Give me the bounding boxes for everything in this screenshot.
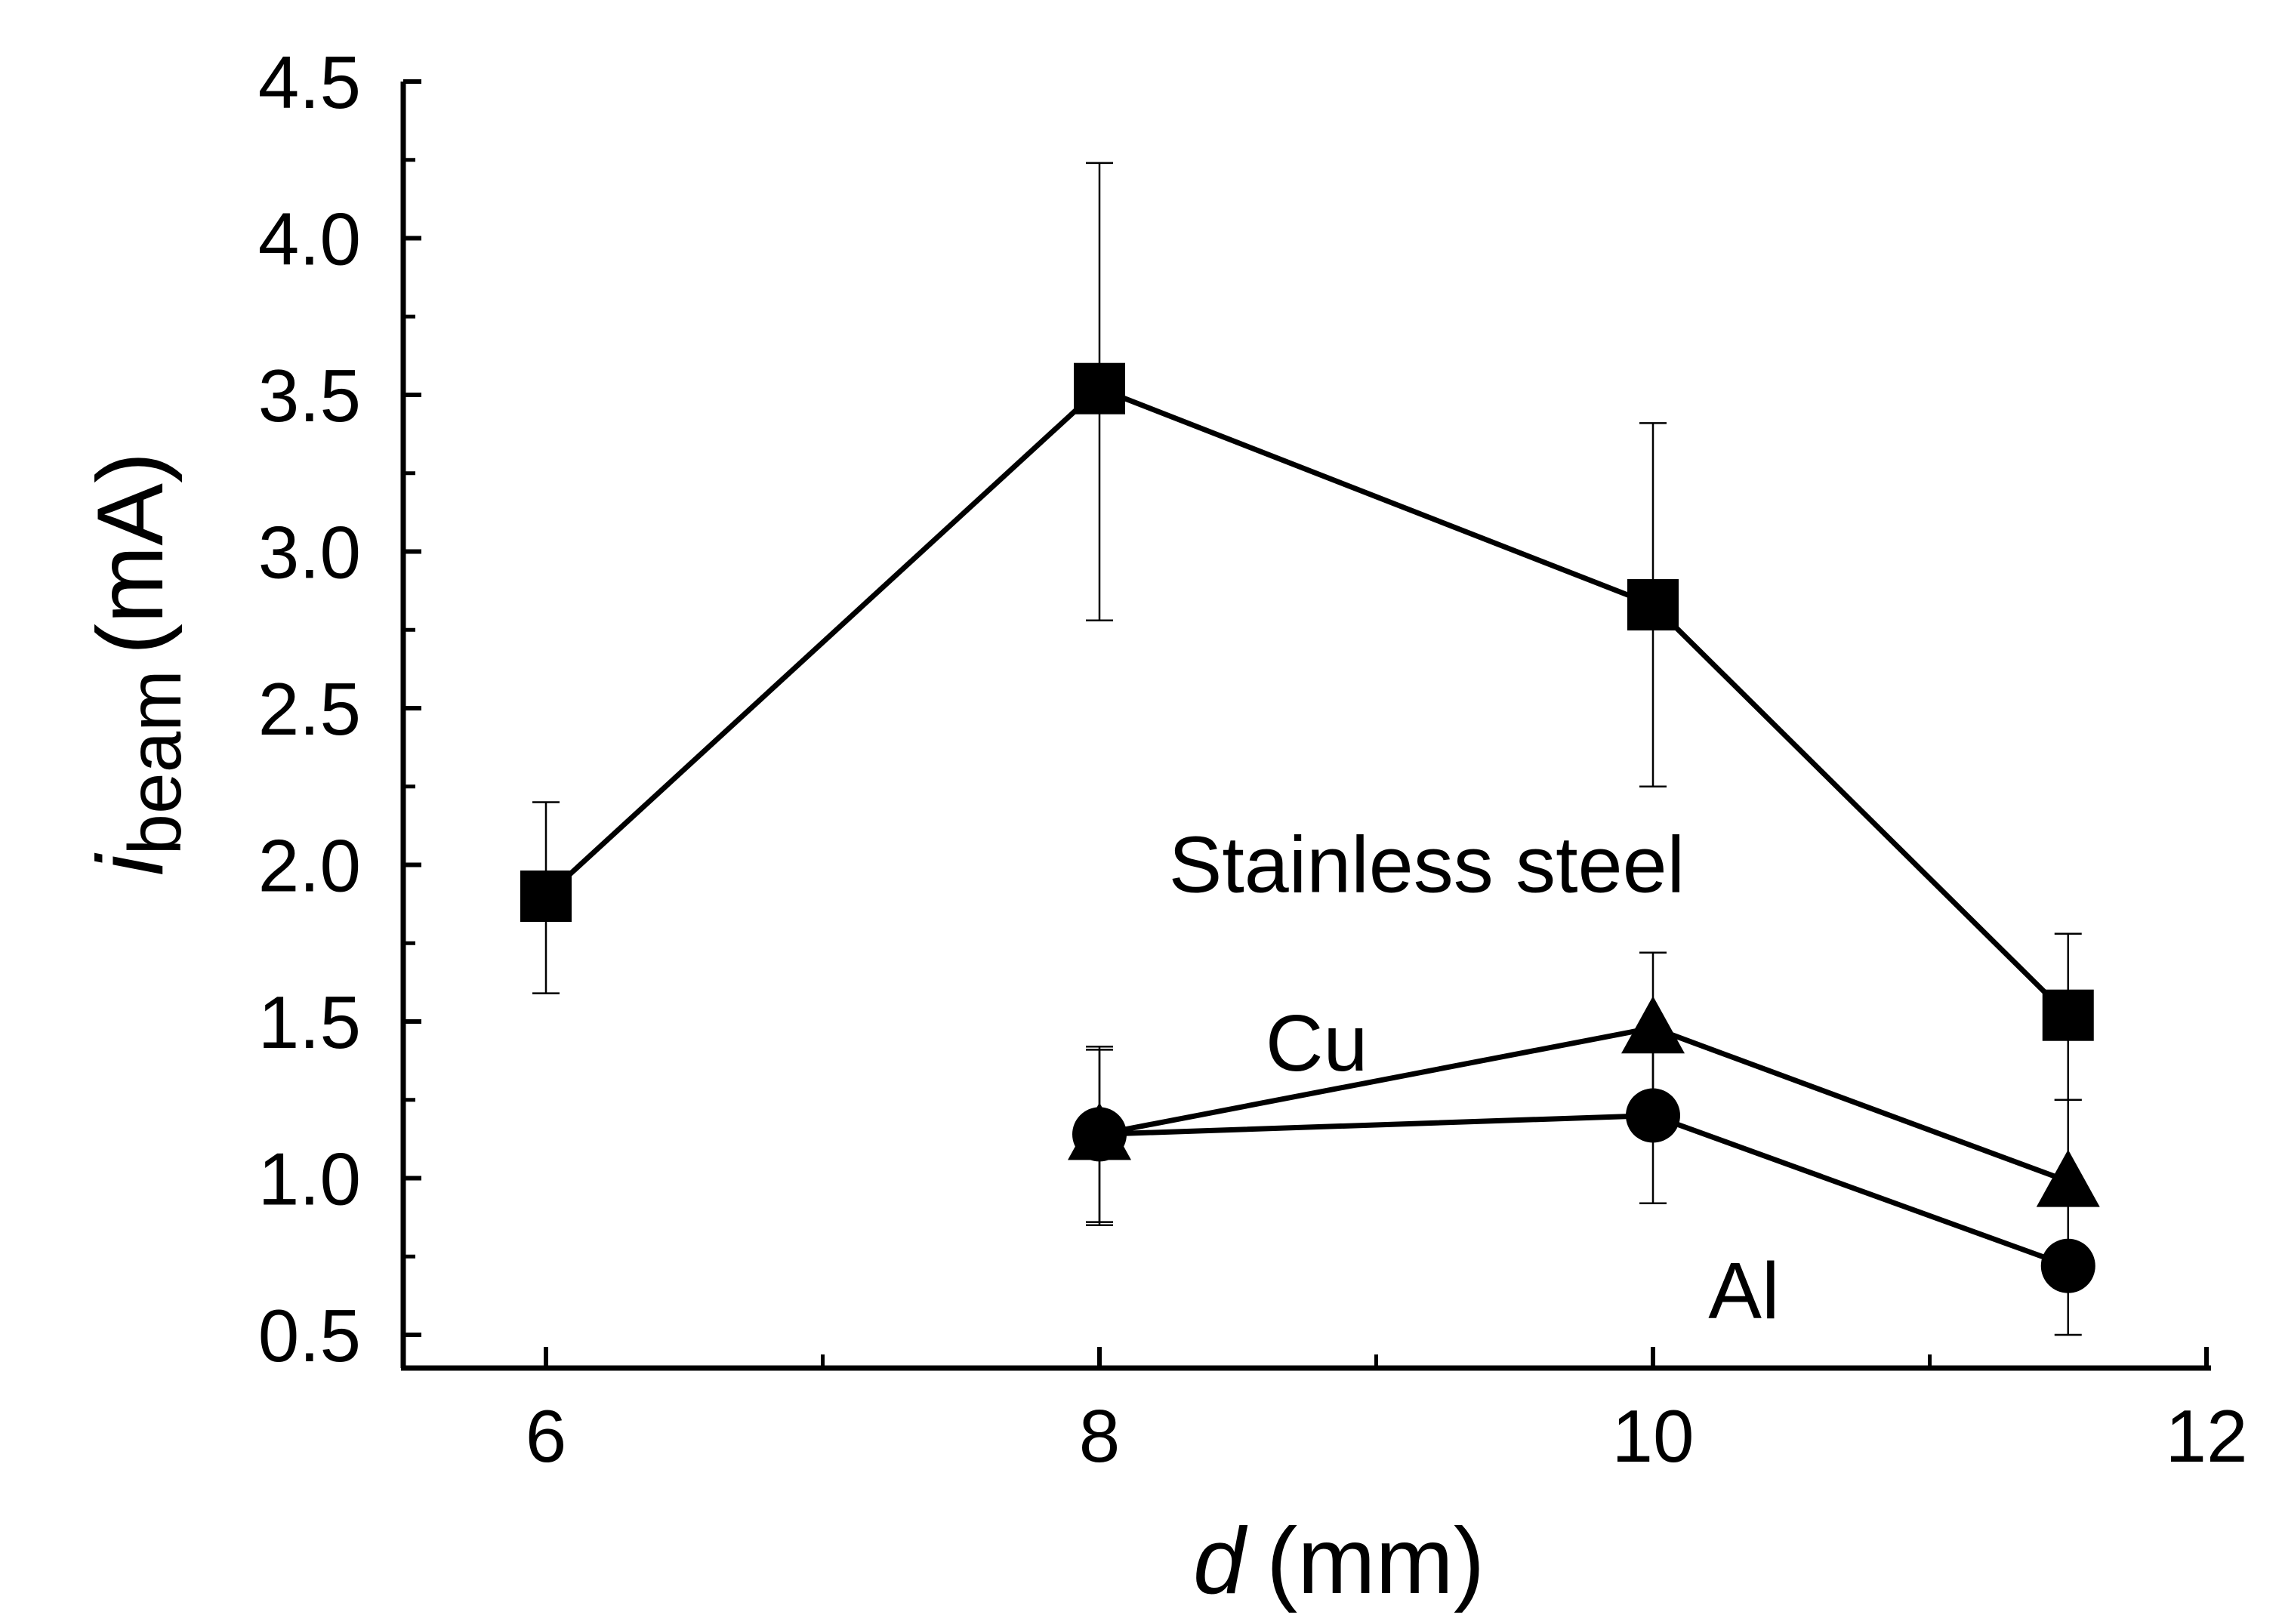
y-axis-unit: (mA) <box>79 452 183 655</box>
triangle-marker <box>1621 996 1685 1054</box>
error-bars <box>532 162 2082 1336</box>
series-line-stainless-steel <box>544 385 2071 1018</box>
x-tick-label: 6 <box>526 1394 567 1478</box>
x-axis-var: d <box>1193 1509 1248 1613</box>
square-marker <box>2042 989 2094 1041</box>
annotation-cu: Cu <box>1266 999 1368 1088</box>
circle-marker <box>1626 1088 1680 1143</box>
circle-marker <box>2040 1238 2095 1293</box>
chart-labels: 0.5 1.0 1.5 2.0 2.5 3.0 3.5 4.0 4.5 6 8 10 12 Stainle… <box>258 41 2248 1478</box>
y-tick-label: 0.5 <box>258 1294 361 1377</box>
x-tick-label: 8 <box>1079 1394 1121 1478</box>
x-tick-label: 12 <box>2165 1394 2247 1478</box>
x-tick-label: 10 <box>1611 1394 1694 1478</box>
x-axis-unit: (mm) <box>1266 1509 1485 1613</box>
square-marker <box>520 871 572 922</box>
y-tick-label: 3.0 <box>258 511 361 594</box>
y-tick-label: 2.5 <box>258 667 361 750</box>
y-axis-var: i <box>79 852 183 876</box>
y-tick-label: 1.5 <box>258 981 361 1064</box>
y-tick-label: 3.5 <box>258 354 361 437</box>
y-tick-label: 2.0 <box>258 824 361 908</box>
x-axis-title: d (mm) <box>1193 1509 1485 1613</box>
y-axis-title: ibeam (mA) <box>79 452 196 876</box>
axes <box>400 79 2211 1371</box>
series-line-cu <box>1099 1025 2069 1184</box>
square-marker <box>1074 362 1125 414</box>
y-tick-label: 4.0 <box>258 198 361 281</box>
square-marker <box>1627 579 1679 631</box>
series-line-al <box>1099 1112 2069 1268</box>
y-tick-label: 4.5 <box>258 41 361 124</box>
y-tick-label: 1.0 <box>258 1138 361 1221</box>
y-axis-subscript: beam <box>113 670 196 855</box>
data-markers <box>520 362 2100 1293</box>
triangle-marker <box>2036 1149 2100 1207</box>
annotation-al: Al <box>1708 1247 1779 1336</box>
circle-marker <box>1072 1107 1127 1162</box>
annotation-stainless-steel: Stainless steel <box>1169 821 1685 910</box>
